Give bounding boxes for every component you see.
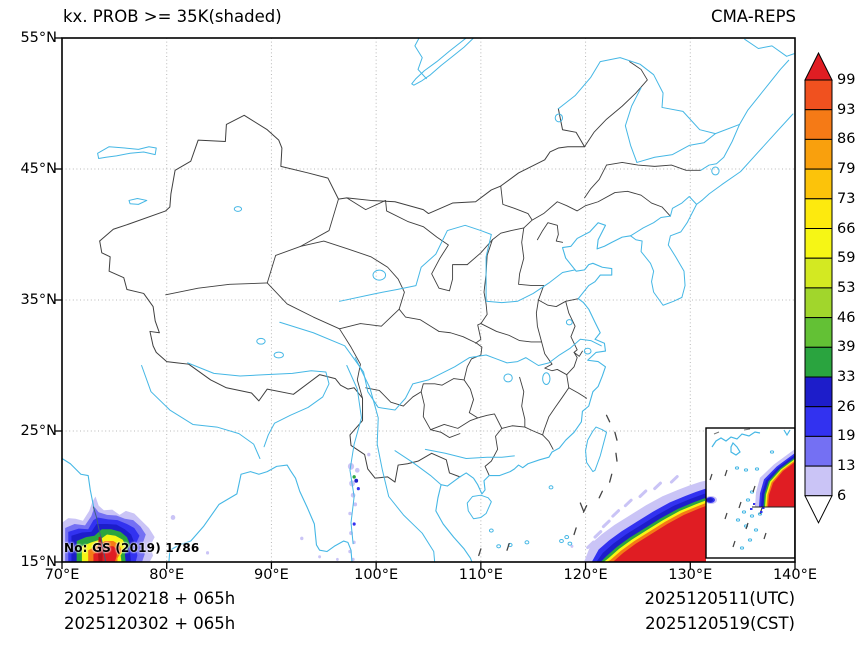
grid-lines [62,38,795,562]
valid-time-utc: 2025120511(UTC) [644,589,795,608]
basemap-lines [62,31,794,563]
south-china-sea-inset [705,427,795,562]
page-title: kx. PROB >= 35K(shaded) [63,7,282,26]
colorbar-label: 79 [837,161,856,178]
colorbar-label: 13 [837,458,856,475]
colorbar-label: 59 [837,250,856,267]
lat-axis-label: 45°N [20,161,57,177]
model-name: CMA-REPS [711,7,796,26]
license-watermark: No: GS (2019) 1786 [64,541,200,555]
colorbar [804,51,833,524]
lon-axis-label: 140°E [772,567,818,583]
lon-axis-label: 90°E [253,567,289,583]
valid-time-cst: 2025120519(CST) [645,614,795,633]
colorbar-label: 99 [837,72,856,88]
colorbar-label: 93 [837,101,856,118]
lat-axis-label: 55°N [20,30,57,46]
init-time-line1: 2025120218 + 065h [64,589,236,608]
colorbar-label: 19 [837,428,856,445]
map-frame [55,37,796,569]
lon-axis-label: 120°E [563,567,608,583]
lat-axis-label: 15°N [20,554,57,570]
colorbar-label: 33 [837,369,856,385]
colorbar-label: 6 [837,487,847,504]
lon-axis-label: 100°E [354,567,399,583]
lat-axis-label: 25°N [20,423,57,439]
lon-axis-label: 110°E [458,567,503,583]
lat-axis-label: 35°N [20,292,57,308]
lon-axis-label: 130°E [668,567,713,583]
colorbar-label: 66 [837,220,856,237]
colorbar-label: 53 [837,279,856,296]
lon-axis-label: 70°E [44,567,80,583]
init-time-line2: 2025120302 + 065h [64,614,236,633]
lon-axis-label: 80°E [149,567,185,583]
colorbar-label: 73 [837,190,856,207]
colorbar-label: 39 [837,339,856,356]
colorbar-label: 46 [837,309,856,326]
colorbar-label: 86 [837,131,856,148]
colorbar-label: 26 [837,398,856,415]
